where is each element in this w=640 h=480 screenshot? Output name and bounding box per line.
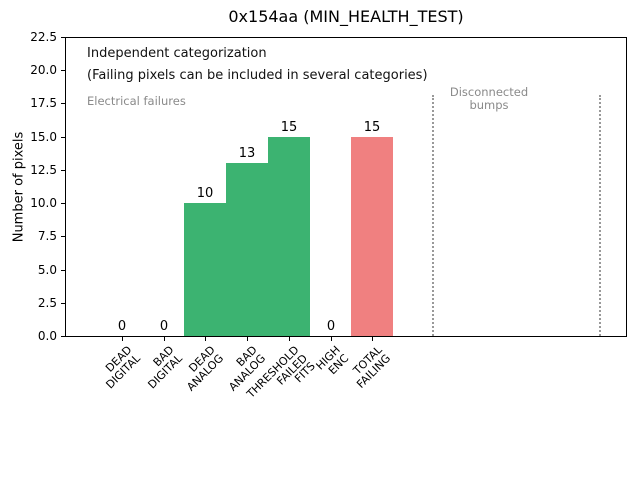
x-tick-label: DEAD DIGITAL [103, 343, 143, 392]
y-tick-label: 2.5 [37, 295, 57, 310]
bar-value-label: 0 [326, 319, 336, 334]
x-tick-label: DEAD ANALOG [184, 343, 227, 394]
x-tick-label: HIGH ENC [313, 343, 352, 377]
plot-area [65, 37, 627, 337]
y-tick-mark [61, 270, 65, 271]
y-tick-label: 10.0 [30, 196, 57, 211]
x-tick-label: BAD DIGITAL [144, 343, 185, 392]
annotation-disconnected-line1: Disconnected [449, 85, 529, 99]
y-tick-label: 0.0 [37, 329, 57, 343]
y-axis-label: Number of pixels [11, 131, 27, 243]
x-tick-mark [331, 337, 332, 341]
y-tick-mark [61, 170, 65, 171]
x-tick-mark [205, 337, 206, 341]
bar-value-label: 0 [117, 319, 127, 334]
y-tick-label: 12.5 [30, 162, 57, 177]
dotted-separator-line [432, 95, 434, 336]
annotation-disconnected-line2: bumps [469, 98, 509, 112]
dotted-separator-line [599, 95, 601, 336]
y-tick-mark [61, 303, 65, 304]
x-tick-mark [247, 337, 248, 341]
y-tick-label: 22.5 [30, 30, 57, 44]
y-tick-mark [61, 336, 65, 337]
y-tick-label: 5.0 [37, 262, 57, 277]
y-tick-mark [61, 137, 65, 138]
x-tick-mark [164, 337, 165, 341]
x-tick-mark [122, 337, 123, 341]
y-tick-label: 17.5 [30, 96, 57, 111]
y-tick-label: 15.0 [30, 129, 57, 144]
bar [351, 137, 393, 336]
y-tick-mark [61, 70, 65, 71]
annotation-independent-categorization: Independent categorization [87, 46, 267, 61]
bar-value-label: 0 [159, 319, 169, 334]
y-tick-label: 20.0 [30, 63, 57, 78]
bar [226, 163, 268, 336]
annotation-failing-pixels-note: (Failing pixels can be included in sever… [87, 68, 428, 83]
bar-value-label: 13 [238, 146, 256, 161]
bar-value-label: 15 [280, 120, 298, 135]
bar [268, 137, 310, 336]
chart-title: 0x154aa (MIN_HEALTH_TEST) [228, 7, 464, 26]
bar-value-label: 15 [363, 120, 381, 135]
annotation-disconnected-bumps-group: Disconnected bumps [433, 86, 545, 112]
y-tick-mark [61, 236, 65, 237]
x-tick-mark [372, 337, 373, 341]
bar [184, 203, 226, 336]
y-tick-label: 7.5 [37, 229, 57, 244]
x-tick-mark [289, 337, 290, 341]
annotation-electrical-failures-group: Electrical failures [87, 94, 186, 108]
y-tick-mark [61, 37, 65, 38]
x-tick-label: TOTAL FAILING [350, 343, 393, 391]
y-tick-mark [61, 203, 65, 204]
y-tick-mark [61, 103, 65, 104]
bar-value-label: 10 [196, 186, 214, 201]
